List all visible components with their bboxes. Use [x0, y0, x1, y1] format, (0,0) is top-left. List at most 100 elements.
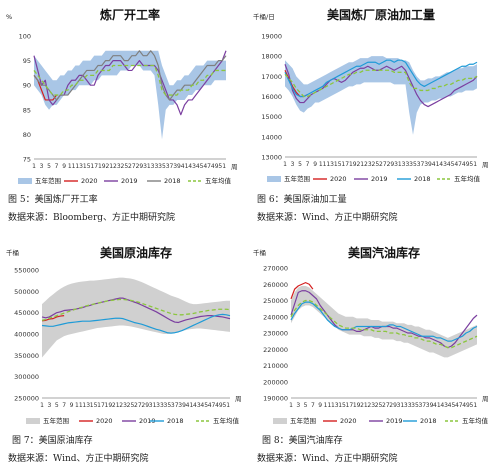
y-tick-label: 250000 — [263, 297, 288, 305]
x-tick-label: 21 — [356, 161, 364, 168]
chart-gasoline-inventory: 美国汽油库存 千桶 190000 200000 210000 220000 230000 24… — [253, 245, 489, 425]
x-tick-label: 37 — [417, 161, 425, 168]
x-tick-label: 37 — [171, 402, 179, 409]
legend-label-band: 五年范围 — [284, 174, 310, 183]
x-tick-label: 13 — [326, 161, 334, 168]
chart-crude-inventory: 美国原油库存 千桶 250000 300000 350000 400000 450000 50… — [6, 245, 242, 425]
x-tick-label: 49 — [462, 161, 470, 168]
y-axis-unit: 千桶 — [6, 248, 19, 257]
y-tick-label: 14000 — [261, 133, 282, 141]
y-tick-label: 90 — [23, 82, 31, 90]
x-tick-label: 45 — [448, 402, 456, 409]
legend-label-2018: 2018 — [167, 417, 184, 425]
chart-title: 美国汽油库存 — [348, 245, 420, 260]
x-tick-label: 21 — [105, 163, 113, 170]
x-tick-label: 49 — [462, 402, 470, 409]
x-axis-unit: 周 — [231, 163, 238, 171]
x-tick-label: 47 — [203, 163, 211, 170]
x-tick-label: 39 — [424, 161, 432, 168]
x-tick-label: 23 — [367, 402, 375, 409]
y-tick-label: 270000 — [263, 265, 288, 273]
five-year-range-band — [42, 277, 230, 358]
y-tick-label: 230000 — [263, 330, 288, 338]
x-tick-label: 47 — [454, 161, 462, 168]
x-tick-label: 41 — [181, 163, 189, 170]
chart-panel-refinery-utilization: 炼厂开工率% 75 80 85 90 95 100 1 3 5 7 9 11 13 15 17 19 21 23 25… — [4, 2, 242, 190]
x-tick-label: 15 — [338, 402, 346, 409]
series-line-2018 — [284, 59, 478, 98]
x-tick-label: 45 — [200, 402, 208, 409]
x-tick-label: 33 — [402, 161, 410, 168]
chart-panel-gasoline-inventory: 美国汽油库存 千桶 190000 200000 210000 220000 230000 24… — [251, 240, 495, 430]
chart-panel-crude-runs: 美国炼厂原油加工量 千桶/日 13000 14000 15000 16000 17000 18… — [251, 2, 495, 190]
x-tick-label: 51 — [469, 161, 477, 168]
legend-swatch-band — [267, 176, 281, 182]
x-tick-label: 35 — [158, 163, 166, 170]
chart-panel-crude-inventory: 美国原油库存 千桶 250000 300000 350000 400000 450000 50… — [4, 240, 242, 430]
x-tick-label: 35 — [409, 161, 417, 168]
x-tick-label: 1 — [40, 402, 44, 409]
legend-label-2020: 2020 — [96, 417, 113, 425]
x-tick-label: 13 — [75, 163, 83, 170]
x-tick-label: 39 — [426, 402, 434, 409]
y-tick-label: 450000 — [14, 309, 39, 317]
series-line-2020 — [41, 315, 65, 322]
source-fig8: 数据来源：Wind、方正中期研究院 — [257, 454, 398, 464]
y-tick-label: 400000 — [14, 331, 39, 339]
x-tick-label: 39 — [178, 402, 186, 409]
series-line-avg — [33, 64, 226, 96]
x-tick-label: 15 — [334, 161, 342, 168]
series-line-2018 — [33, 50, 227, 101]
y-tick-label: 550000 — [14, 267, 39, 275]
chart-title: 美国原油库存 — [100, 245, 172, 260]
x-tick-label: 25 — [121, 163, 129, 170]
x-tick-label: 31 — [143, 163, 151, 170]
x-tick-label: 47 — [455, 402, 463, 409]
legend-label-2018: 2018 — [414, 175, 431, 183]
x-tick-label: 15 — [90, 402, 98, 409]
x-tick-label: 1 — [289, 402, 293, 409]
y-tick-label: 17000 — [261, 73, 282, 81]
x-tick-label: 43 — [440, 402, 448, 409]
x-tick-label: 23 — [364, 161, 372, 168]
caption-fig6: 图 6：美国原油加工量 — [257, 195, 347, 205]
x-tick-label: 7 — [306, 161, 310, 168]
x-tick-label: 33 — [151, 163, 159, 170]
legend-label-band: 五年范围 — [43, 416, 69, 425]
x-axis-unit: 周 — [482, 161, 489, 169]
x-tick-label: 27 — [382, 402, 390, 409]
x-tick-label: 31 — [394, 161, 402, 168]
x-tick-label: 27 — [128, 163, 136, 170]
x-tick-label: 29 — [136, 163, 144, 170]
x-tick-label: 7 — [311, 402, 315, 409]
legend-label-avg: 五年均值 — [462, 416, 489, 425]
x-tick-label: 9 — [318, 402, 322, 409]
series-line-avg — [284, 69, 478, 98]
x-tick-label: 5 — [304, 402, 308, 409]
x-tick-label: 37 — [166, 163, 174, 170]
x-tick-label: 11 — [75, 402, 83, 409]
x-tick-label: 49 — [211, 163, 219, 170]
x-tick-label: 17 — [97, 402, 105, 409]
x-tick-label: 19 — [98, 163, 106, 170]
x-tick-label: 5 — [47, 163, 51, 170]
y-tick-label: 210000 — [263, 362, 288, 370]
x-tick-label: 3 — [40, 163, 44, 170]
caption-fig8: 图 8：美国汽油库存 — [262, 436, 343, 446]
x-tick-label: 43 — [188, 163, 196, 170]
y-axis-unit: % — [6, 13, 12, 21]
x-tick-label: 43 — [439, 161, 447, 168]
x-tick-label: 13 — [331, 402, 339, 409]
x-tick-label: 3 — [291, 161, 295, 168]
y-tick-label: 240000 — [263, 313, 288, 321]
y-tick-label: 300000 — [14, 373, 39, 381]
series-line-2019 — [284, 64, 478, 108]
x-tick-label: 21 — [112, 402, 120, 409]
x-tick-label: 37 — [418, 402, 426, 409]
x-tick-label: 9 — [70, 402, 74, 409]
series-line-avg — [41, 298, 231, 321]
y-tick-label: 85 — [23, 106, 31, 114]
x-tick-label: 5 — [55, 402, 59, 409]
y-tick-label: 95 — [23, 57, 31, 65]
